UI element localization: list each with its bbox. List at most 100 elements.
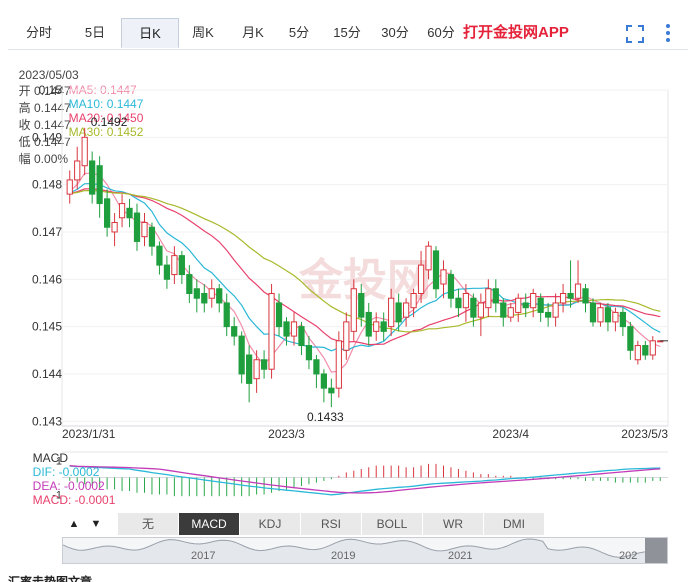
- candle-body: [141, 222, 148, 238]
- candle-body: [470, 297, 477, 318]
- candle-body: [126, 207, 133, 219]
- x-tick-label: 2023/1/31: [62, 427, 116, 441]
- more-vertical-icon[interactable]: [663, 23, 673, 43]
- candle-body: [201, 292, 208, 304]
- candle-body: [619, 311, 627, 328]
- tab-4[interactable]: 月K: [242, 25, 264, 40]
- low-annotation: 0.1433: [307, 410, 344, 424]
- indicator-tab-6[interactable]: DMI: [484, 513, 545, 535]
- tab-7[interactable]: 30分: [381, 25, 409, 40]
- candle-body: [305, 345, 313, 361]
- candle-body: [89, 160, 96, 195]
- candle-body: [208, 288, 215, 299]
- candle-body: [388, 297, 395, 328]
- candle-body: [81, 136, 88, 167]
- candle-body: [193, 288, 200, 299]
- candle-body: [320, 373, 328, 389]
- candle-body: [118, 203, 126, 219]
- time-navigator[interactable]: 2017 2019 2021 202: [62, 537, 668, 564]
- candle-body: [171, 255, 178, 276]
- tab-1[interactable]: 5日: [84, 25, 106, 40]
- candle-body: [395, 302, 402, 323]
- candle-body: [589, 302, 597, 323]
- macd-tick-label: -1: [52, 490, 62, 502]
- x-tick-label: 2023/3: [268, 427, 305, 441]
- candle-body: [74, 160, 81, 181]
- candle-body: [417, 264, 425, 294]
- candle-body: [634, 345, 641, 361]
- candle-body: [492, 288, 499, 304]
- quote-summary: 2023/05/03 开 0.1447 高 0.1447 收 0.1447 低 …: [12, 54, 84, 167]
- quote-date: 2023/05/03: [18, 68, 79, 82]
- candle-body: [567, 292, 574, 299]
- candle-body: [350, 288, 357, 332]
- indicator-tab-3[interactable]: RSI: [301, 513, 362, 535]
- candle-body: [313, 359, 320, 375]
- candle-body: [283, 321, 290, 337]
- y-tick-label: 0.143: [32, 414, 62, 428]
- indicator-tab-4[interactable]: BOLL: [362, 513, 423, 535]
- candle-body: [447, 274, 455, 299]
- candle-body: [530, 292, 537, 309]
- candle-body: [559, 292, 567, 304]
- indicator-tab-0[interactable]: 无: [118, 513, 179, 535]
- tab-2[interactable]: 日K: [121, 18, 179, 48]
- kline-chart[interactable]: 0.15 0.149 0.148 0.147 0.146 0.145 0.144 0.143 2…: [0, 80, 696, 510]
- x-tick-label: 2023/4: [492, 427, 529, 441]
- ma10-value: MA10: 0.1447: [68, 97, 144, 111]
- navigator-line: [63, 538, 667, 558]
- candle-body: [246, 354, 253, 384]
- ma20-value: MA20: 0.1450: [68, 111, 144, 125]
- candle-body: [574, 283, 582, 299]
- candle-body: [290, 321, 298, 337]
- candle-body: [133, 212, 141, 242]
- candle-body: [597, 307, 604, 323]
- y-tick-label: 0.146: [32, 272, 62, 286]
- navigator-sparkline: [63, 538, 667, 563]
- candle-body: [500, 302, 507, 318]
- tab-5[interactable]: 5分: [288, 25, 310, 40]
- candle-body: [425, 245, 432, 271]
- tab-6[interactable]: 15分: [333, 25, 361, 40]
- fullscreen-icon[interactable]: [626, 25, 644, 43]
- candle-body: [96, 165, 103, 205]
- navigator-year: 202: [619, 550, 638, 562]
- candle-body: [522, 302, 529, 309]
- dif-line: [69, 465, 661, 496]
- candle-body: [455, 297, 462, 309]
- candle-body: [231, 326, 238, 337]
- ma30-value: MA30: 0.1452: [68, 125, 144, 139]
- candle-body: [260, 359, 268, 370]
- candle-body: [612, 311, 619, 323]
- kline-chart-svg[interactable]: 0.150.1490.1480.1470.1460.1450.1440.1432…: [0, 80, 696, 510]
- tab-0[interactable]: 分时: [25, 25, 52, 40]
- y-tick-label: 0.147: [32, 225, 62, 239]
- candle-body: [186, 274, 193, 294]
- candle-body: [156, 245, 163, 266]
- candle-body: [410, 292, 417, 309]
- candle-body: [148, 226, 156, 247]
- navigator-year: 2017: [191, 550, 216, 562]
- tab-3[interactable]: 周K: [192, 25, 214, 40]
- navigator-handle[interactable]: [645, 538, 667, 563]
- candle-body: [343, 321, 350, 351]
- navigator-area: [63, 539, 667, 563]
- move-down-button[interactable]: ▼: [90, 518, 102, 530]
- navigator-year: 2019: [331, 550, 356, 562]
- tab-8[interactable]: 60分: [427, 25, 455, 40]
- section-title: 汇率走势图文章: [8, 575, 93, 582]
- indicator-tab-2[interactable]: KDJ: [240, 513, 301, 535]
- candle-body: [223, 302, 230, 328]
- candle-body: [402, 302, 410, 318]
- candle-body: [335, 340, 342, 389]
- macd-tick-label: 1: [56, 456, 62, 468]
- move-up-button[interactable]: ▲: [68, 518, 80, 530]
- open-app-link[interactable]: 打开金投网APP: [463, 24, 569, 41]
- candle-body: [216, 288, 223, 304]
- y-tick-label: 0.148: [32, 178, 62, 192]
- candle-body: [440, 269, 447, 285]
- indicator-tab-5[interactable]: WR: [423, 513, 484, 535]
- candle-body: [298, 326, 305, 347]
- indicator-tab-1[interactable]: MACD: [179, 513, 240, 535]
- ma5-line: [69, 172, 661, 373]
